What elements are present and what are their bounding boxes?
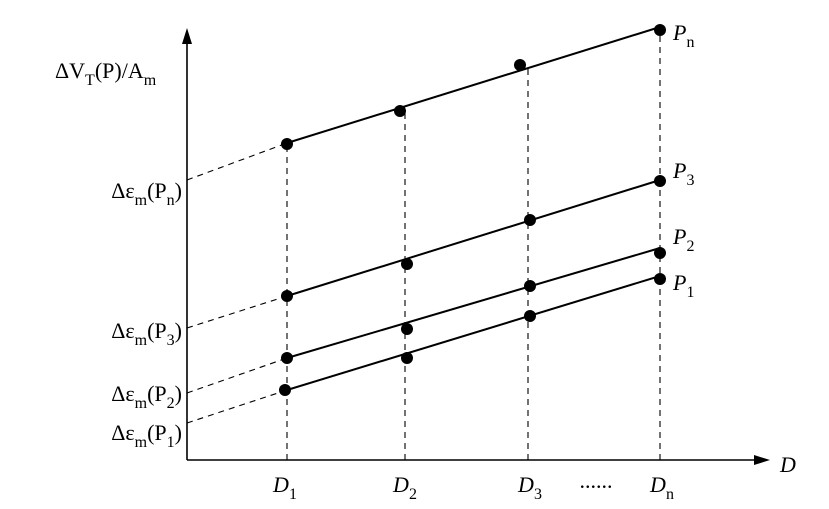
label-text: ) [175, 420, 182, 445]
subscript: 2 [686, 238, 694, 255]
subscript: n [666, 486, 674, 503]
label-text: P [672, 224, 686, 249]
x-ellipsis: ...... [580, 468, 613, 493]
label-text: ΔV [55, 58, 85, 83]
label-text: (P [147, 381, 167, 406]
label-text: D [517, 472, 534, 497]
line-label: P3 [672, 158, 694, 189]
line-label: P2 [672, 224, 694, 255]
label-text: Δε [111, 178, 134, 203]
label-text: Δε [111, 381, 134, 406]
subscript: 2 [409, 486, 417, 503]
point [401, 258, 413, 270]
extrapolation [186, 142, 288, 181]
y-axis-arrow [182, 28, 192, 44]
line-label: P1 [672, 270, 694, 301]
x-label: D2 [392, 472, 417, 503]
label-text: D [272, 472, 289, 497]
label-text: ) [175, 381, 182, 406]
point [279, 384, 291, 396]
extrapolation [186, 295, 288, 329]
line-p2 [286, 247, 661, 359]
subscript: 3 [167, 332, 175, 349]
x-label: D1 [272, 472, 297, 503]
point [524, 280, 536, 292]
subscript: 1 [686, 284, 694, 301]
line-p3 [286, 179, 661, 297]
point [394, 105, 406, 117]
label-text: D [392, 472, 409, 497]
subscript: 3 [686, 172, 694, 189]
label-text: D [779, 452, 796, 477]
intercept-label: Δεm(P2) [111, 381, 182, 412]
label-text: Δε [111, 318, 134, 343]
line-label: Pn [672, 20, 694, 51]
x-label: D3 [517, 472, 542, 503]
point [401, 323, 413, 335]
point [281, 138, 293, 150]
subscript: 1 [289, 486, 297, 503]
label-text: ) [175, 178, 182, 203]
subscript: m [135, 434, 148, 451]
points [279, 24, 666, 396]
label-text: (P [147, 318, 167, 343]
subscript: m [135, 395, 148, 412]
subscript: 1 [167, 434, 175, 451]
label-text: P [672, 20, 686, 45]
label-text: P [672, 158, 686, 183]
point [401, 352, 413, 364]
label-text: ...... [580, 468, 613, 493]
point [654, 175, 666, 187]
x-label: Dn [649, 472, 674, 503]
label-text: D [649, 472, 666, 497]
subscript: 2 [167, 395, 175, 412]
point [281, 352, 293, 364]
x-axis-label: D [779, 452, 796, 477]
subscript: m [144, 72, 157, 89]
point [654, 247, 666, 259]
label-text: ) [175, 318, 182, 343]
point [514, 59, 526, 71]
label-text: Δε [111, 420, 134, 445]
intercept-label: Δεm(P1) [111, 420, 182, 451]
x-axis-arrow [754, 455, 770, 465]
intercept-label: Δεm(Pn) [111, 178, 182, 209]
extrapolation [186, 389, 288, 424]
subscript: n [686, 34, 694, 51]
point [281, 290, 293, 302]
subscript: n [167, 192, 175, 209]
label-text: (P [147, 178, 167, 203]
y-axis-label: ΔVT(P)/Am [55, 58, 157, 89]
point [654, 24, 666, 36]
line-p1 [286, 275, 661, 391]
label-text: (P [147, 420, 167, 445]
subscript: 3 [534, 486, 542, 503]
point [654, 273, 666, 285]
label-text: P [672, 270, 686, 295]
point [524, 214, 536, 226]
subscript: m [135, 192, 148, 209]
extrapolation [186, 357, 288, 394]
subscript: T [85, 72, 95, 89]
line-pn [286, 26, 661, 144]
subscript: m [135, 332, 148, 349]
intercept-label: Δεm(P3) [111, 318, 182, 349]
point [524, 310, 536, 322]
label-text: (P)/A [95, 58, 144, 83]
